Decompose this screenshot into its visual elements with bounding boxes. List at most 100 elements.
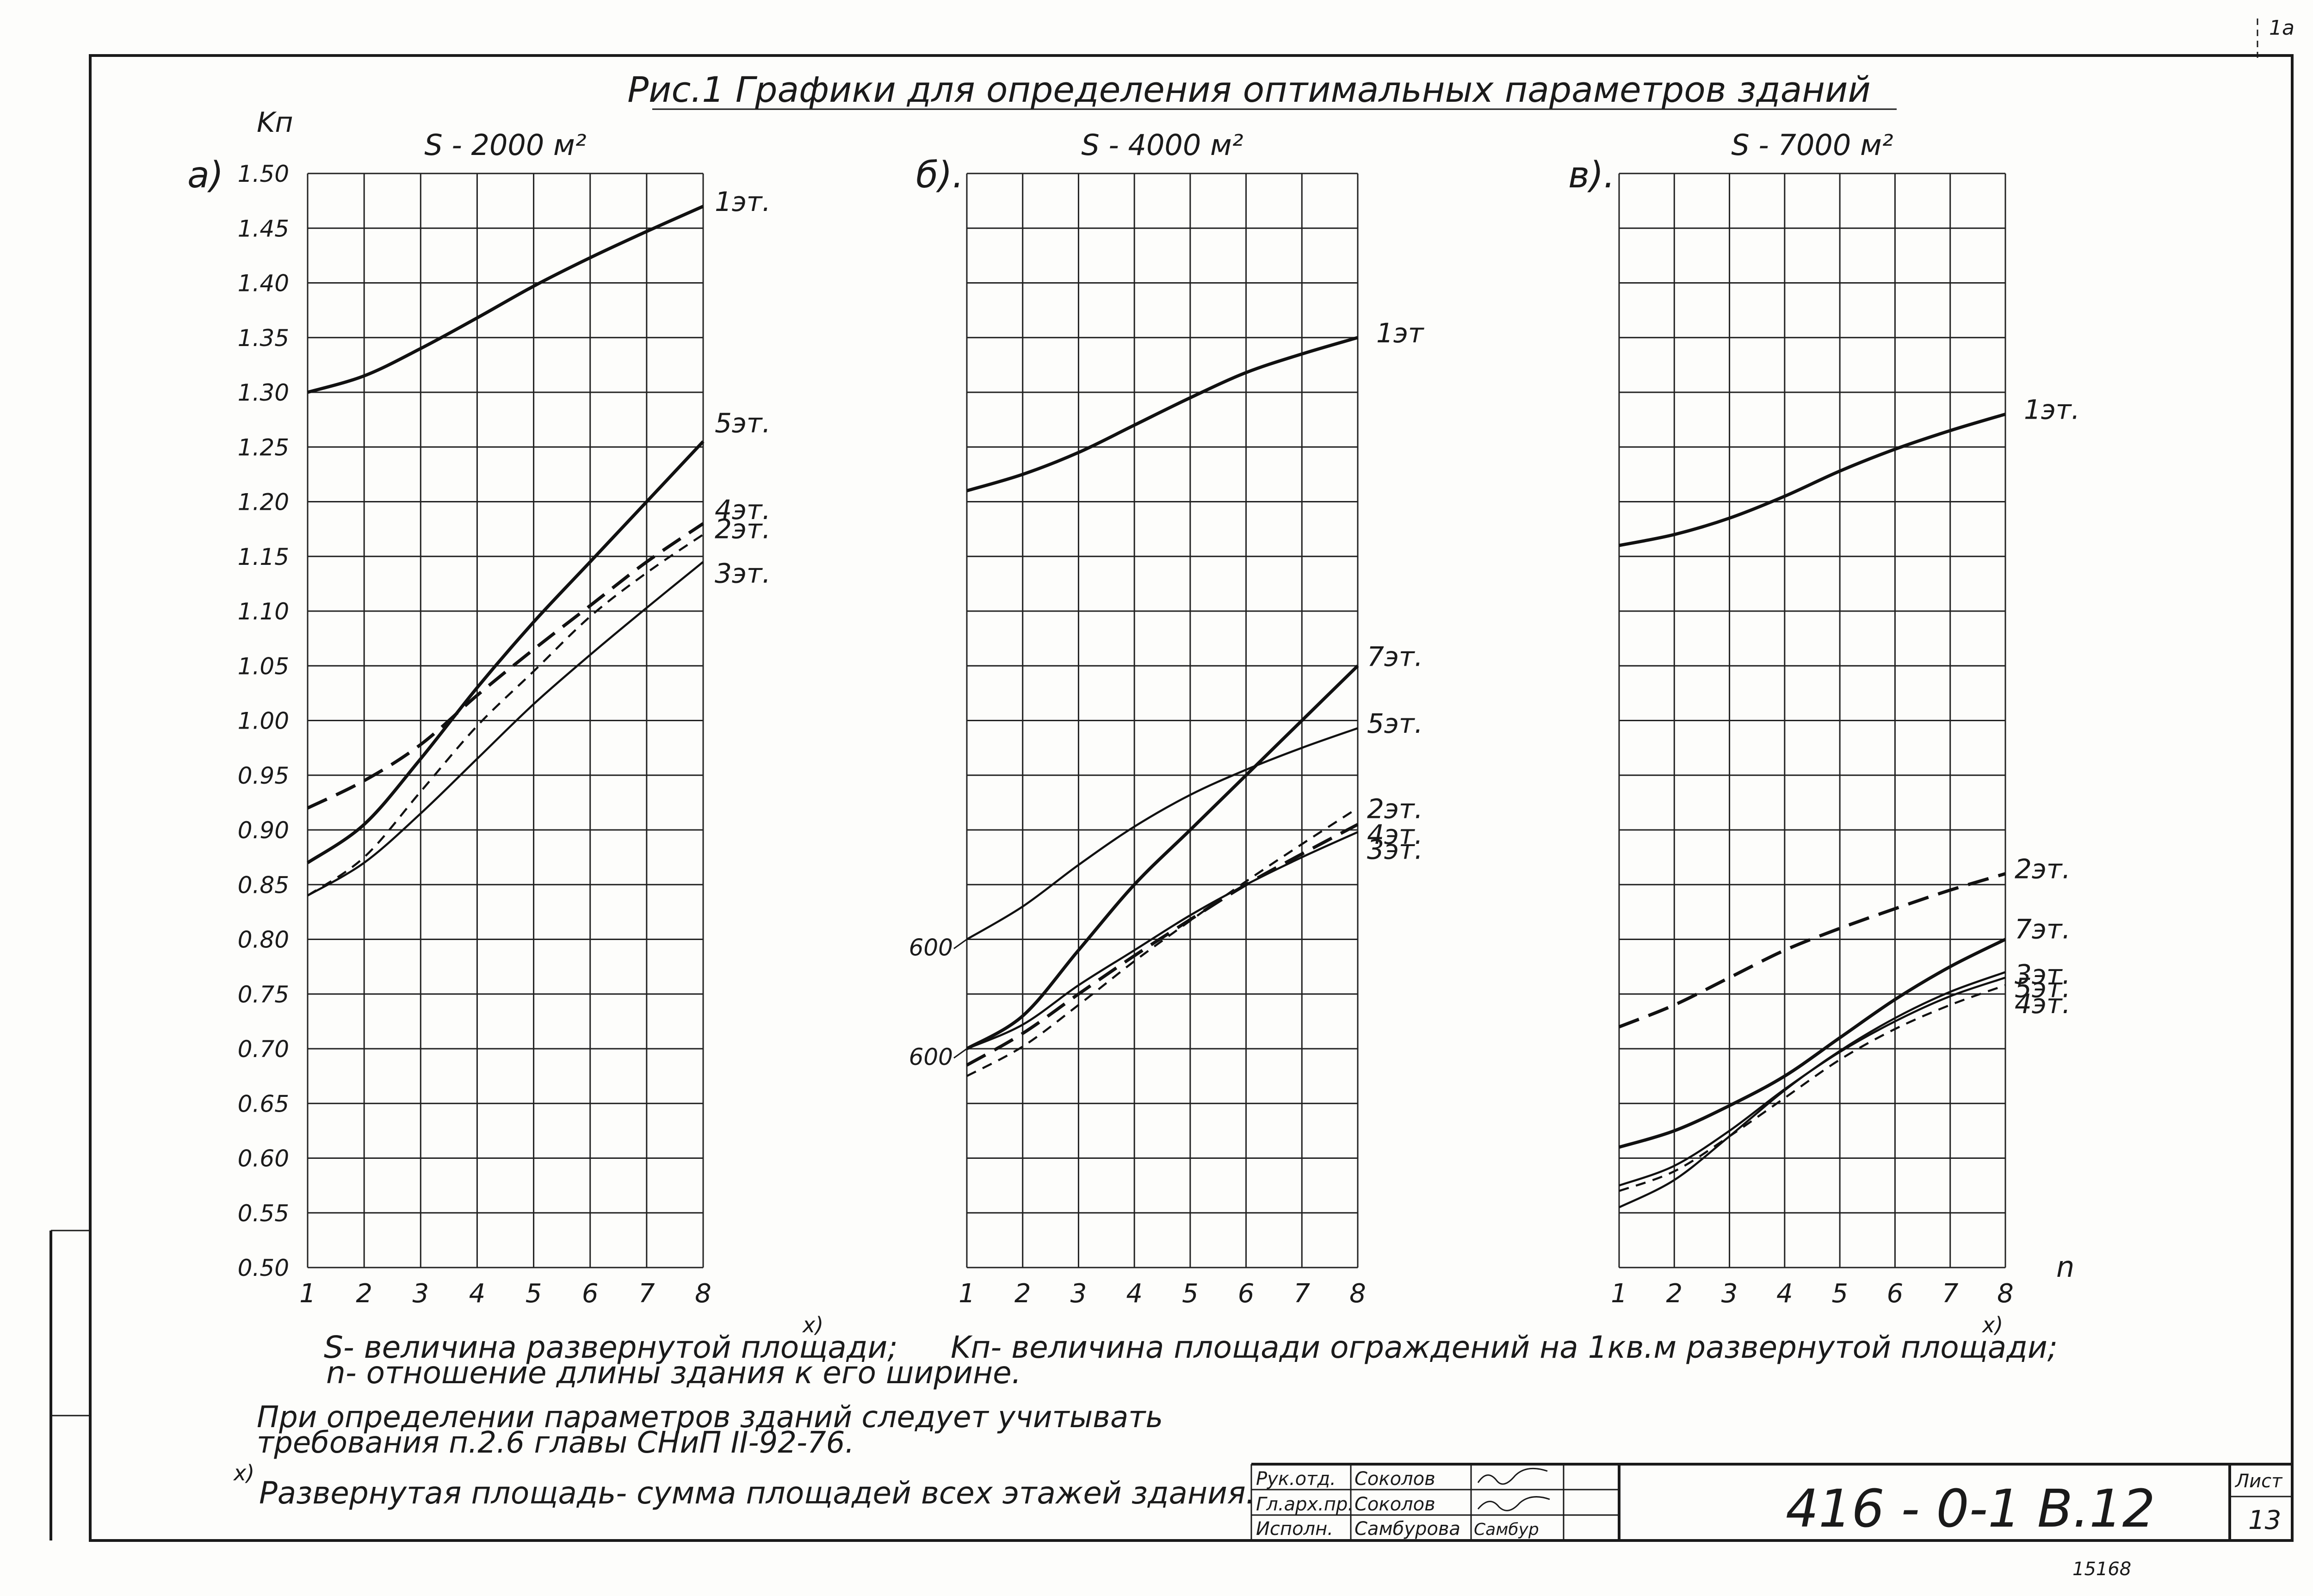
y-tick-label: 1.50 bbox=[238, 161, 289, 187]
series-label: 2эт. bbox=[1367, 793, 1423, 825]
figure-title: Рис.1 Графики для определения оптимальны… bbox=[627, 69, 1871, 110]
series-line bbox=[966, 823, 1359, 1067]
y-tick-label: 1.45 bbox=[238, 215, 289, 242]
series-line bbox=[307, 533, 704, 897]
series-label: 3эт. bbox=[715, 558, 771, 589]
y-tick-label: 1.05 bbox=[238, 653, 289, 680]
series-line bbox=[966, 727, 1358, 940]
title-block-role-2: Гл.арх.пр. bbox=[1256, 1494, 1354, 1515]
y-tick-label: 0.95 bbox=[238, 762, 289, 789]
tick-annotation: 600 bbox=[909, 1044, 953, 1070]
series-line bbox=[966, 807, 1359, 1077]
note-s-definition: S- величина развернутой площади; bbox=[324, 1330, 898, 1365]
panel-title: S - 4000 м² bbox=[1081, 128, 1243, 162]
x-tick-label: 1 bbox=[959, 1279, 975, 1309]
tick-annotation-leader bbox=[953, 939, 967, 949]
x-tick-label: 8 bbox=[1997, 1279, 2014, 1309]
x-tick-label: 2 bbox=[356, 1279, 372, 1309]
x-tick-label: 6 bbox=[582, 1279, 599, 1309]
y-tick-label: 0.70 bbox=[238, 1036, 289, 1063]
signature-2 bbox=[1477, 1496, 1550, 1511]
title-block-sheet-number: 13 bbox=[2248, 1505, 2281, 1535]
y-tick-label: 0.85 bbox=[238, 872, 289, 898]
note-k-definition: Kп- величина площади ограждений на 1кв.м… bbox=[951, 1330, 2058, 1365]
x-tick-label: 2 bbox=[1666, 1279, 1682, 1309]
series-line bbox=[307, 561, 704, 897]
note-k-footnote-mark: x) bbox=[1981, 1312, 2003, 1337]
stamp-number: 15168 bbox=[2072, 1559, 2131, 1580]
panel-label: в). bbox=[1568, 155, 1615, 196]
y-tick-label: 0.55 bbox=[238, 1200, 289, 1227]
x-axis-label: n bbox=[2056, 1250, 2074, 1284]
x-tick-label: 4 bbox=[1126, 1279, 1143, 1309]
x-tick-label: 1 bbox=[1611, 1279, 1627, 1309]
tick-annotation-leader bbox=[953, 1048, 967, 1059]
footnote-text: Развернутая площадь- сумма площадей всех… bbox=[259, 1475, 1255, 1511]
title-block-code: 416 - 0-1 В.12 bbox=[1786, 1479, 2155, 1539]
panel-title: S - 2000 м² bbox=[424, 128, 586, 162]
chart-panel-s4000: б). S - 4000 м² 1 2 3 4 5 6 7 8 600 600 1эт 7эт. 5эт. 2… bbox=[909, 128, 1425, 1309]
panel-title: S - 7000 м² bbox=[1731, 128, 1893, 162]
x-tick-label: 7 bbox=[1293, 1279, 1310, 1309]
x-tick-label: 3 bbox=[1070, 1279, 1087, 1309]
y-tick-label: 0.65 bbox=[238, 1090, 289, 1117]
series-line bbox=[966, 664, 1359, 1051]
series-line bbox=[1619, 984, 2006, 1192]
x-tick-label: 7 bbox=[638, 1279, 655, 1309]
tick-annotation: 600 bbox=[909, 934, 953, 961]
y-tick-label: 1.10 bbox=[238, 598, 289, 625]
series-label: 3эт. bbox=[2015, 959, 2071, 990]
panel-label: а) bbox=[187, 155, 223, 196]
x-tick-label: 5 bbox=[1182, 1279, 1199, 1309]
panel-label: б). bbox=[916, 155, 964, 196]
series-label: 2эт. bbox=[2015, 854, 2071, 885]
x-tick-label: 4 bbox=[469, 1279, 486, 1309]
corner-mark: 1а bbox=[2269, 16, 2294, 40]
series-label: 7эт. bbox=[2015, 914, 2071, 945]
x-tick-label: 5 bbox=[1831, 1279, 1848, 1309]
note-s-footnote-mark: x) bbox=[802, 1312, 823, 1337]
y-tick-label: 0.80 bbox=[238, 927, 289, 953]
series-label: 4эт. bbox=[715, 494, 771, 526]
note-requirements-line1: При определении параметров зданий следуе… bbox=[257, 1400, 1163, 1435]
y-tick-label: 0.75 bbox=[238, 981, 289, 1008]
x-tick-label: 8 bbox=[1349, 1279, 1366, 1309]
chart-panel-s2000: а) S - 2000 м² Kп 1 2 3 4 5 6 7 8 0.50 0.55 0.60 0.65 0… bbox=[187, 106, 771, 1309]
series-label: 7эт. bbox=[1367, 641, 1423, 672]
x-tick-label: 4 bbox=[1776, 1279, 1793, 1309]
series-line bbox=[307, 204, 704, 394]
y-tick-label: 0.50 bbox=[238, 1255, 289, 1281]
signature-1 bbox=[1477, 1467, 1548, 1485]
y-tick-label: 1.00 bbox=[238, 708, 289, 735]
series-label: 1эт. bbox=[2024, 394, 2080, 425]
series-label: 3эт. bbox=[1367, 834, 1423, 866]
series-line bbox=[1619, 412, 2006, 547]
x-tick-label: 7 bbox=[1942, 1279, 1959, 1309]
title-block: Рук.отд. Соколов Гл.арх.пр. Соколов Испо… bbox=[1250, 1463, 2292, 1540]
y-tick-label: 1.30 bbox=[238, 379, 289, 406]
series-line bbox=[1619, 938, 2006, 1149]
series-line bbox=[1619, 977, 2006, 1187]
series-line bbox=[307, 440, 705, 864]
series-line bbox=[1619, 971, 2006, 1208]
series-label: 5эт. bbox=[715, 407, 771, 439]
title-block-sign-3: Самбур bbox=[1474, 1520, 1539, 1539]
x-tick-label: 3 bbox=[412, 1279, 429, 1309]
series-label: 2эт. bbox=[715, 513, 771, 544]
title-block-role-3: Исполн. bbox=[1256, 1518, 1333, 1540]
series-line bbox=[307, 522, 704, 810]
note-n-definition: n- отношение длины здания к его ширине. bbox=[326, 1355, 1021, 1391]
y-tick-label: 1.20 bbox=[238, 489, 289, 516]
series-label: 1эт bbox=[1376, 317, 1425, 349]
x-tick-label: 6 bbox=[1887, 1279, 1904, 1309]
x-tick-label: 1 bbox=[299, 1279, 316, 1309]
y-tick-label: 1.40 bbox=[238, 270, 289, 297]
y-tick-label: 0.90 bbox=[238, 817, 289, 844]
y-axis-label: Kп bbox=[257, 106, 293, 139]
x-tick-label: 8 bbox=[695, 1279, 711, 1309]
x-tick-label: 2 bbox=[1014, 1279, 1031, 1309]
x-tick-label: 5 bbox=[526, 1279, 542, 1309]
title-block-name-1: Соколов bbox=[1354, 1468, 1435, 1490]
title-block-role-1: Рук.отд. bbox=[1256, 1468, 1336, 1490]
